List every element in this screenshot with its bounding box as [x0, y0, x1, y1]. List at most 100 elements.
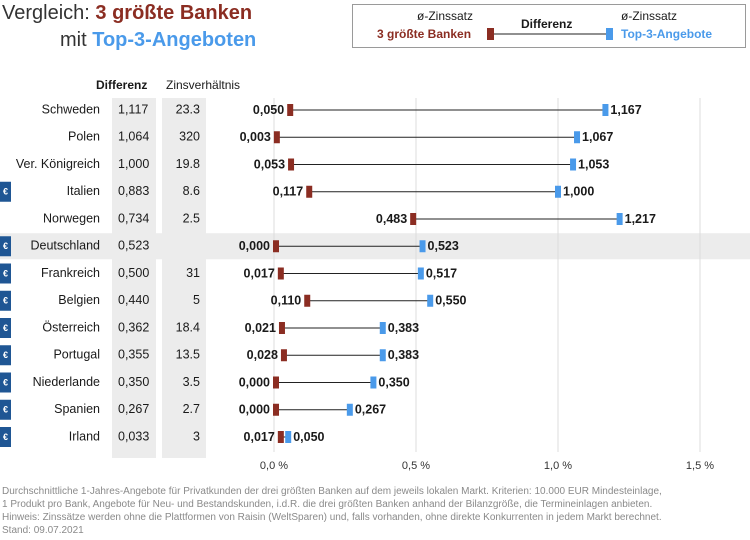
big-banks-marker	[273, 240, 279, 253]
euro-symbol: €	[3, 432, 8, 442]
x-tick-label: 0,5 %	[402, 460, 430, 472]
country-label: Frankreich	[41, 266, 100, 280]
euro-symbol: €	[3, 350, 8, 360]
differenz-value: 0,362	[118, 320, 149, 334]
ratio-value: 320	[179, 130, 200, 144]
x-tick-label: 0,0 %	[260, 460, 288, 472]
euro-symbol: €	[3, 405, 8, 415]
big-banks-marker	[306, 185, 313, 198]
differenz-value: 0,500	[118, 266, 149, 280]
differenz-value: 0,440	[118, 293, 149, 307]
euro-symbol: €	[3, 377, 8, 387]
legend-right-bottom: Top-3-Angebote	[621, 27, 713, 41]
top-offers-value-label: 0,050	[293, 430, 324, 444]
differenz-value: 0,267	[118, 402, 149, 416]
big-banks-marker	[273, 376, 279, 389]
footer-notes: Durchschnittliche 1-Jahres-Angebote für …	[2, 485, 662, 537]
country-label: Italien	[67, 184, 100, 198]
top-offers-marker	[602, 104, 609, 116]
big-banks-marker	[277, 267, 284, 280]
header-differenz: Differenz	[96, 78, 148, 92]
big-banks-value-label: 0,000	[239, 375, 270, 389]
big-banks-value-label: 0,053	[254, 157, 285, 171]
differenz-value: 0,350	[118, 375, 149, 389]
top-offers-value-label: 1,053	[578, 157, 609, 171]
x-tick-label: 1,0 %	[544, 460, 572, 472]
country-label: Niederlande	[33, 375, 100, 389]
top-offers-value-label: 0,383	[388, 348, 419, 362]
ratio-value: 31	[186, 266, 200, 280]
euro-symbol: €	[3, 187, 8, 197]
top-offers-value-label: 1,217	[625, 212, 656, 226]
big-banks-marker	[273, 131, 280, 144]
euro-badge-icon	[0, 318, 11, 338]
big-banks-marker	[410, 213, 417, 225]
big-banks-value-label: 0,000	[239, 239, 270, 253]
top-offers-marker	[555, 185, 561, 198]
top-offers-marker	[419, 240, 426, 253]
country-label: Norwegen	[43, 211, 100, 225]
euro-symbol: €	[3, 241, 8, 251]
differenz-column-shade	[112, 98, 156, 458]
big-banks-value-label: 0,003	[240, 130, 271, 144]
big-banks-value-label: 0,483	[376, 212, 407, 226]
euro-badge-icon	[0, 345, 11, 366]
top-offers-value-label: 0,550	[435, 294, 466, 308]
top-offers-value-label: 0,267	[355, 403, 386, 417]
big-banks-marker	[288, 158, 295, 171]
differenz-value: 1,117	[118, 102, 148, 116]
big-banks-value-label: 0,028	[247, 348, 278, 362]
euro-badge-icon	[0, 399, 11, 420]
differenz-value: 0,033	[118, 429, 149, 443]
top-offers-value-label: 1,167	[610, 103, 641, 117]
differenz-value: 1,000	[118, 157, 149, 171]
title-highlight-top-offers: Top-3-Angeboten	[92, 29, 257, 51]
big-banks-value-label: 0,017	[244, 430, 275, 444]
top-offers-value-label: 0,350	[378, 375, 409, 389]
ratio-value: 18.4	[176, 320, 200, 334]
top-offers-value-label: 1,000	[563, 185, 594, 199]
top-offers-value-label: 0,523	[428, 239, 459, 253]
big-banks-marker	[304, 294, 311, 307]
country-label: Deutschland	[31, 239, 101, 253]
differenz-value: 1,064	[118, 130, 149, 144]
differenz-value: 0,734	[118, 211, 149, 225]
ratio-value: 3.5	[183, 375, 200, 389]
legend-big-banks-marker	[487, 28, 494, 40]
legend-right-top: ø-Zinssatz	[621, 9, 678, 23]
differenz-value: 0,523	[118, 239, 149, 253]
top-offers-marker	[379, 349, 386, 362]
country-label: Polen	[68, 130, 100, 144]
footer-line: Durchschnittliche 1-Jahres-Angebote für …	[2, 486, 662, 497]
legend-center: Differenz	[521, 17, 573, 31]
top-offers-value-label: 0,383	[388, 321, 419, 335]
euro-badge-icon	[0, 427, 11, 447]
legend-left-top: ø-Zinssatz	[417, 9, 474, 23]
big-banks-value-label: 0,117	[273, 185, 304, 199]
footer-line: Hinweis: Zinssätze werden ohne die Platt…	[2, 512, 662, 523]
ratio-value: 13.5	[176, 348, 200, 362]
ratio-value: 19.8	[176, 157, 200, 171]
chart-title-line2: mit Top-3-Angeboten	[60, 29, 256, 52]
top-offers-value-label: 1,067	[582, 130, 613, 144]
country-label: Irland	[69, 429, 100, 443]
ratio-value: 5	[193, 293, 200, 307]
ratio-value: 3	[193, 429, 200, 443]
country-label: Schweden	[42, 102, 100, 116]
top-offers-marker	[574, 131, 581, 144]
euro-badge-icon	[0, 263, 11, 284]
big-banks-marker	[277, 431, 284, 443]
legend-top-offers-marker	[606, 28, 613, 40]
ratio-value: 23.3	[176, 102, 200, 116]
top-offers-marker	[285, 431, 292, 443]
top-offers-marker	[379, 322, 386, 334]
legend: ø-Zinssatz 3 größte Banken Differenz ø-Z…	[352, 4, 746, 48]
euro-badge-icon	[0, 372, 11, 393]
legend-dumbbell	[487, 28, 613, 40]
top-offers-marker	[370, 376, 377, 389]
euro-badge-icon	[0, 236, 11, 257]
country-label: Österreich	[42, 320, 100, 334]
euro-symbol: €	[3, 323, 8, 333]
country-label: Belgien	[58, 293, 100, 307]
title-prefix: Vergleich:	[2, 2, 90, 24]
